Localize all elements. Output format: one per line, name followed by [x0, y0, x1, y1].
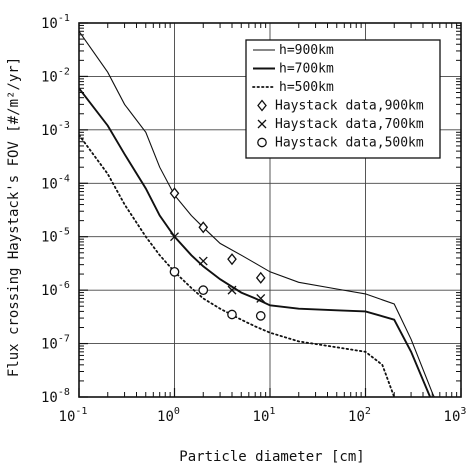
data-point-haystack-data-700km-stroke — [256, 293, 266, 303]
y-tick-exponent: -8 — [58, 387, 70, 398]
legend-box — [245, 39, 441, 159]
data-point-haystack-data-700km — [170, 232, 179, 242]
x-tick-label: 103 — [444, 406, 467, 425]
data-point-haystack-data-500km — [227, 309, 237, 320]
data-point-haystack-data-700km-stroke — [227, 285, 237, 295]
x-tick-base: 10 — [253, 409, 270, 425]
legend-marker-haystack-data-700km — [257, 119, 267, 129]
x-tick-base: 10 — [157, 409, 174, 425]
y-tick-base: 10 — [41, 230, 58, 246]
x-tick-exponent: 3 — [460, 406, 466, 417]
y-tick-label: 10-6 — [41, 280, 70, 299]
legend-label-h-700km: h=700km — [279, 62, 334, 77]
data-point-haystack-data-900km — [255, 271, 266, 284]
data-point-haystack-data-700km-stroke — [198, 256, 208, 266]
data-point-haystack-data-500km — [169, 266, 180, 277]
legend-label-h-500km: h=500km — [279, 80, 334, 95]
x-tick-label: 102 — [348, 406, 371, 425]
x-tick-exponent: 1 — [269, 406, 275, 417]
x-tick-exponent: 0 — [174, 406, 180, 417]
y-tick-label: 10-5 — [41, 227, 70, 246]
y-tick-label: 10-8 — [41, 387, 70, 406]
data-point-haystack-data-900km — [169, 187, 180, 200]
y-tick-exponent: -6 — [58, 280, 70, 291]
data-point-haystack-data-700km — [227, 285, 237, 295]
data-point-haystack-data-700km-stroke — [170, 232, 179, 242]
legend-marker-haystack-data-900km — [257, 99, 267, 112]
y-tick-labels: 10-810-710-610-510-410-310-210-1 — [41, 13, 70, 406]
legend-label-haystack-data-700km: Haystack data,700km — [275, 117, 424, 132]
data-point-haystack-data-500km — [198, 285, 209, 295]
data-point-haystack-data-700km — [256, 293, 266, 303]
y-tick-label: 10-3 — [41, 120, 70, 139]
data-point-haystack-data-500km — [255, 311, 266, 321]
y-tick-base: 10 — [41, 69, 58, 85]
legend-label-h-900km: h=900km — [279, 43, 334, 58]
y-tick-base: 10 — [41, 390, 58, 406]
data-point-haystack-data-700km — [198, 256, 208, 266]
x-tick-base: 10 — [444, 409, 461, 425]
y-axis-title: Flux crossing Haystack's FOV [#/m²/yr] — [6, 57, 22, 377]
x-tick-label: 101 — [253, 406, 276, 425]
legend-marker-haystack-data-500km — [257, 137, 267, 148]
y-tick-exponent: -1 — [58, 13, 70, 24]
x-tick-exponent: 2 — [365, 406, 371, 417]
y-tick-base: 10 — [41, 123, 58, 139]
y-tick-exponent: -5 — [58, 227, 70, 238]
x-tick-label: 10-1 — [59, 406, 88, 425]
x-tick-base: 10 — [59, 409, 76, 425]
y-tick-label: 10-1 — [41, 13, 70, 32]
x-tick-exponent: -1 — [75, 406, 87, 417]
y-tick-base: 10 — [41, 337, 58, 353]
y-tick-base: 10 — [41, 16, 58, 32]
legend-label-haystack-data-500km: Haystack data,500km — [275, 136, 424, 151]
y-tick-label: 10-4 — [41, 173, 70, 192]
x-tick-label: 100 — [157, 406, 180, 425]
y-tick-label: 10-7 — [41, 334, 70, 353]
y-tick-base: 10 — [41, 176, 58, 192]
data-point-haystack-data-900km — [227, 253, 237, 266]
legend-label-haystack-data-900km: Haystack data,900km — [275, 99, 424, 114]
y-tick-label: 10-2 — [41, 66, 70, 85]
y-tick-exponent: -3 — [58, 120, 70, 131]
x-axis-title: Particle diameter [cm] — [179, 449, 364, 465]
y-tick-exponent: -4 — [58, 173, 70, 184]
y-tick-exponent: -7 — [58, 334, 70, 345]
y-tick-base: 10 — [41, 283, 58, 299]
series-line-h-700km — [79, 87, 432, 397]
axis-ticks — [78, 22, 462, 398]
data-point-haystack-data-900km — [198, 221, 209, 234]
series — [79, 30, 435, 397]
x-tick-labels: 10-1 100 101 102 103 — [59, 406, 467, 425]
legend: h=900km h=700km h=500km Haystack data,900km… — [245, 39, 441, 159]
series-line-h-500km — [79, 134, 396, 397]
series-line-h-900km — [79, 30, 435, 397]
y-tick-exponent: -2 — [58, 66, 70, 77]
x-tick-base: 10 — [348, 409, 365, 425]
legend-marker-haystack-data-700km-stroke — [257, 119, 267, 129]
